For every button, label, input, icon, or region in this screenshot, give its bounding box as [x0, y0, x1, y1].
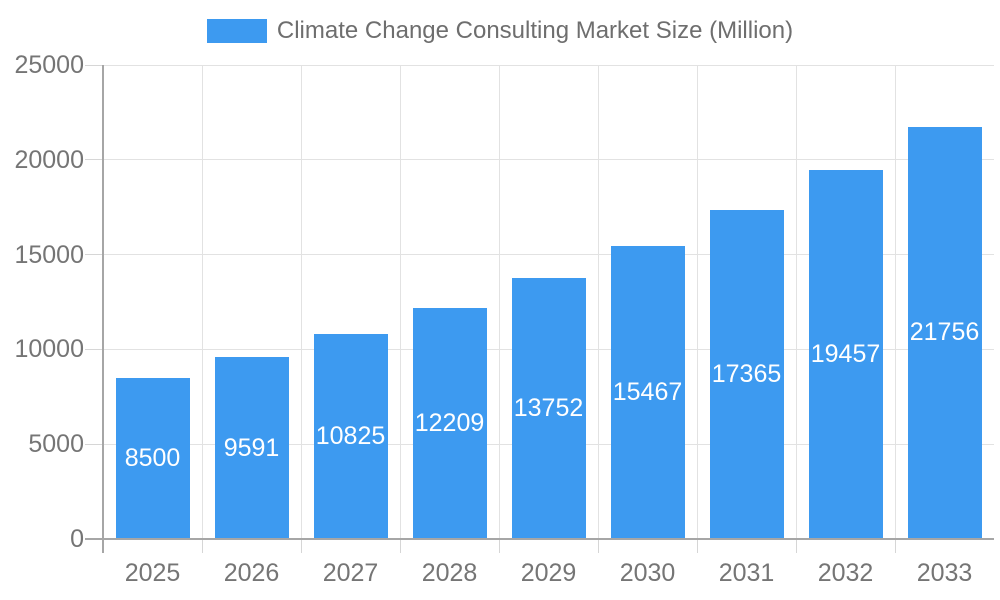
y-tick — [85, 348, 103, 350]
y-axis-line — [102, 65, 104, 553]
bar[interactable]: 17365 — [709, 209, 784, 539]
y-tick — [85, 159, 103, 161]
x-axis-tick-label: 2032 — [817, 559, 874, 587]
bar[interactable]: 10825 — [313, 333, 388, 539]
x-tick — [300, 539, 302, 553]
y-axis-tick-label: 5000 — [28, 430, 84, 459]
y-axis-tick-label: 25000 — [14, 51, 84, 79]
x-axis-tick-label: 2033 — [916, 559, 973, 587]
x-tick — [597, 539, 599, 553]
x-gridline — [696, 65, 698, 539]
x-axis-tick-label: 2027 — [322, 559, 379, 587]
bar-value-label: 19457 — [810, 340, 881, 369]
bar-value-label: 21756 — [909, 318, 980, 347]
bar-value-label: 10825 — [315, 421, 386, 450]
y-tick — [85, 64, 103, 66]
x-gridline — [795, 65, 797, 539]
x-gridline — [399, 65, 401, 539]
y-gridline — [103, 64, 994, 66]
x-tick — [795, 539, 797, 553]
x-tick — [201, 539, 203, 553]
x-tick — [696, 539, 698, 553]
x-axis-tick-label: 2028 — [421, 559, 478, 587]
x-axis-tick-label: 2026 — [223, 559, 280, 587]
bar-value-label: 13752 — [513, 394, 584, 423]
bar-value-label: 9591 — [223, 433, 280, 462]
x-gridline — [597, 65, 599, 539]
x-axis-tick-label: 2025 — [124, 559, 181, 587]
bar-value-label: 8500 — [124, 443, 181, 472]
bar[interactable]: 12209 — [412, 307, 487, 539]
legend-label: Climate Change Consulting Market Size (M… — [276, 17, 794, 44]
x-tick — [498, 539, 500, 553]
bar[interactable]: 19457 — [808, 170, 883, 539]
x-gridline — [300, 65, 302, 539]
bar[interactable]: 21756 — [907, 126, 982, 539]
bar[interactable]: 9591 — [214, 357, 289, 539]
y-axis-tick-label: 10000 — [14, 335, 84, 364]
x-axis-line — [85, 538, 994, 540]
x-gridline — [498, 65, 500, 539]
x-gridline — [201, 65, 203, 539]
x-axis-tick-label: 2031 — [718, 559, 775, 587]
y-tick — [85, 254, 103, 256]
x-tick — [894, 539, 896, 553]
bar-value-label: 15467 — [612, 377, 683, 406]
y-axis-tick-label: 15000 — [14, 240, 84, 269]
y-axis-tick-label: 0 — [70, 525, 84, 553]
bar-value-label: 17365 — [711, 359, 782, 388]
legend-swatch[interactable] — [206, 19, 267, 43]
legend[interactable]: Climate Change Consulting Market Size (M… — [0, 16, 1000, 46]
x-tick — [399, 539, 401, 553]
x-gridline — [894, 65, 896, 539]
x-axis-tick-label: 2030 — [619, 559, 676, 587]
y-gridline — [103, 159, 994, 161]
bar-value-label: 12209 — [414, 408, 485, 437]
y-axis-tick-label: 20000 — [14, 145, 84, 174]
x-axis-tick-label: 2029 — [520, 559, 577, 587]
y-tick — [85, 443, 103, 445]
bar[interactable]: 15467 — [610, 245, 685, 539]
bar[interactable]: 8500 — [115, 377, 190, 539]
y-gridline — [103, 254, 994, 256]
bar[interactable]: 13752 — [511, 278, 586, 539]
